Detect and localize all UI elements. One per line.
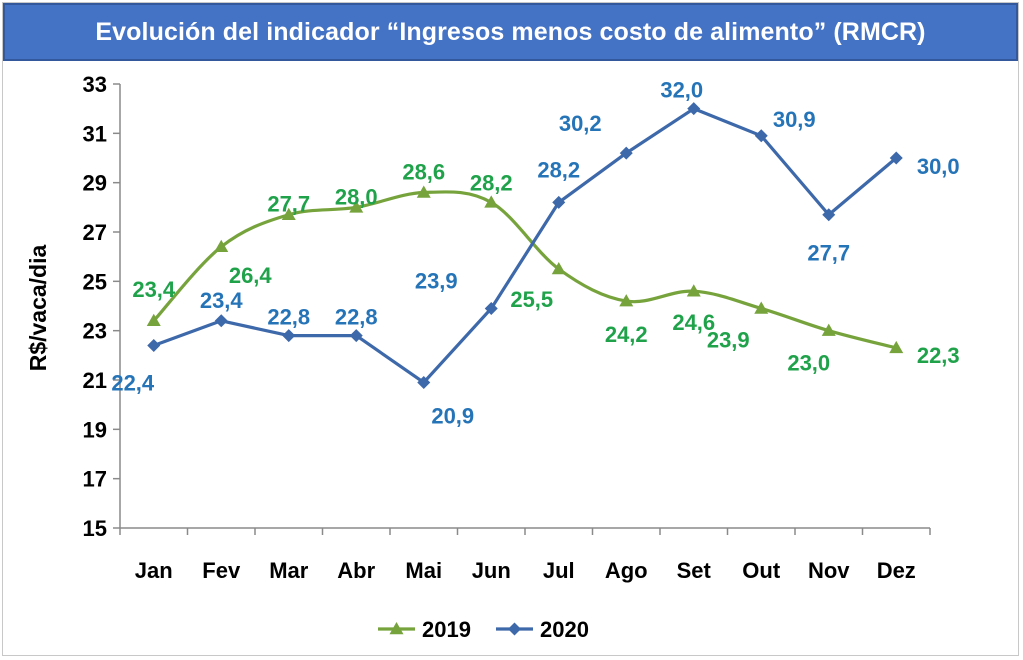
data-point-2020-jul [552,195,566,209]
data-point-2020-mar [282,329,296,343]
data-point-2019-fev [214,239,229,253]
data-point-2019-mar [281,207,296,220]
y-tick-label: 19 [83,417,107,442]
x-tick-label: Nov [808,558,850,583]
y-tick-label: 23 [83,319,107,344]
data-point-2019-out [754,301,769,314]
data-label-2020-jun: 23,9 [415,268,458,293]
data-label-2019-ago: 24,2 [605,322,648,347]
x-tick-label: Jan [135,558,173,583]
data-label-2019-jan: 23,4 [132,277,176,302]
data-point-2019-abr [349,200,364,213]
data-label-2020-mai: 20,9 [431,403,474,428]
data-label-2019-jul: 25,5 [510,287,553,312]
legend-marker-2020 [508,622,521,636]
data-point-2019-ago [619,294,634,307]
data-point-2020-ago [619,146,633,160]
x-tick-label: Jun [472,558,511,583]
data-label-2019-dez: 22,3 [917,343,960,368]
data-label-2020-nov: 27,7 [807,241,850,266]
x-tick-label: Fev [202,558,241,583]
data-label-2019-mar: 27,7 [267,192,310,217]
series-line-2020 [153,107,898,385]
data-point-2020-abr [349,329,363,343]
data-label-2019-out: 23,9 [707,327,750,352]
data-label-2020-jan: 22,4 [111,370,155,395]
data-label-2020-dez: 30,0 [917,154,960,179]
legend-marker-2019 [389,622,404,635]
y-tick-label: 17 [83,467,107,492]
data-point-2019-jun [484,195,499,208]
data-label-2020-mar: 22,8 [267,305,310,330]
x-tick-label: Ago [605,558,648,583]
x-tick-label: Dez [877,558,916,583]
data-point-2019-jul [551,262,566,275]
data-point-2020-jan [147,338,161,352]
data-point-2020-fev [214,314,228,328]
data-point-2019-set [686,284,701,297]
y-axis-title: R$/vaca/dia [25,245,51,372]
legend-label-2020: 2020 [540,617,589,642]
x-tick-label: Mai [405,558,442,583]
data-label-2020-fev: 23,4 [200,288,244,313]
x-tick-label: Out [742,558,781,583]
x-tick-label: Set [677,558,712,583]
data-label-2019-jun: 28,2 [470,170,513,195]
data-point-2019-jan [146,313,161,327]
x-tick-label: Jul [543,558,575,583]
data-label-2019-mai: 28,6 [402,160,445,185]
chart-title: Evolución del indicador “Ingresos menos … [95,17,926,46]
data-label-2020-out: 30,9 [773,107,816,132]
y-tick-label: 27 [83,220,107,245]
x-tick-label: Mar [269,558,309,583]
data-point-2020-jun [484,301,498,315]
data-point-2019-mai [416,185,431,198]
chart-title-bar: Evolución del indicador “Ingresos menos … [3,3,1018,61]
y-tick-label: 25 [83,269,107,294]
data-point-2020-set [687,102,701,116]
data-point-2019-nov [821,323,836,336]
data-label-2020-abr: 22,8 [335,305,378,330]
data-point-2020-out [754,129,768,143]
legend-label-2019: 2019 [422,617,471,642]
data-label-2020-ago: 30,2 [559,111,602,136]
y-tick-label: 31 [83,121,107,146]
data-point-2020-mai [417,375,431,389]
data-label-2019-set: 24,6 [672,310,715,335]
y-tick-label: 29 [83,171,107,196]
data-point-2020-dez [889,151,903,165]
y-tick-label: 33 [83,72,107,97]
data-point-2019-dez [889,340,904,354]
data-point-2020-nov [822,208,836,222]
y-tick-label: 21 [83,368,107,393]
data-label-2020-set: 32,0 [660,78,703,103]
data-label-2020-jul: 28,2 [537,157,580,182]
x-tick-label: Abr [337,558,375,583]
data-label-2019-nov: 23,0 [787,351,830,376]
data-label-2019-fev: 26,4 [229,263,273,288]
data-label-2019-abr: 28,0 [335,184,378,209]
y-tick-label: 15 [83,516,107,541]
